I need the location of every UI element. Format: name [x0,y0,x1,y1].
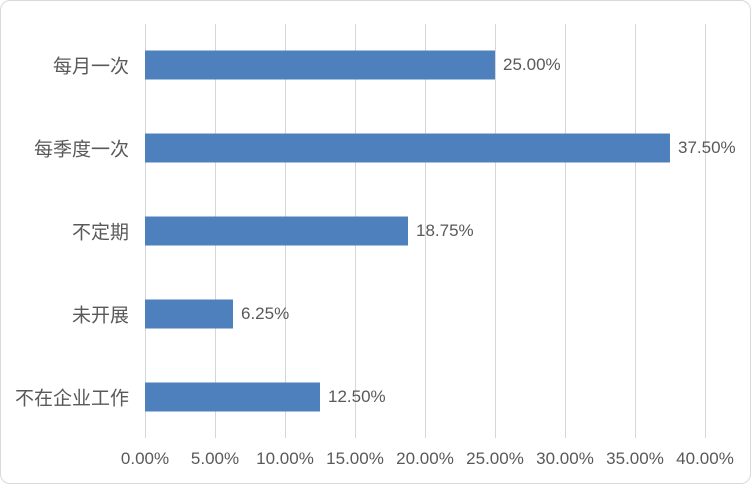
bar-row: 37.50% [145,107,736,190]
data-label: 12.50% [328,386,386,406]
data-label: 18.75% [416,220,474,240]
bar[interactable] [145,133,670,163]
bar[interactable] [145,299,233,329]
x-tick-label: 40.00% [676,449,734,468]
bar[interactable] [145,50,495,80]
x-tick-label: 15.00% [326,449,384,468]
x-tick-label: 0.00% [120,449,170,468]
x-tick-label: 10.00% [256,449,314,468]
category-label: 每月一次 [52,56,129,78]
bar[interactable] [145,216,408,246]
gridline [635,24,636,438]
category-axis: 每月一次每季度一次不定期未开展不在企业工作 [1,24,129,438]
data-label: 6.25% [241,303,290,323]
gridline [425,24,426,438]
x-axis: 0.00% 5.00% 10.00% 15.00% 20.00% 25.00% 30.00%… [1,449,750,473]
category-label: 不定期 [71,222,129,244]
category-label: 不在企业工作 [14,388,129,410]
x-tick-label: 5.00% [190,449,240,468]
category-label: 未开展 [71,305,129,327]
category-label: 每季度一次 [33,139,129,161]
bar-row: 6.25% [145,272,705,355]
bar-row: 12.50% [145,355,705,438]
x-tick-label: 35.00% [606,449,664,468]
plot-area: 25.00% 37.50% 18.75% 6.25% 12.50% [145,24,736,438]
bar-row: 18.75% [145,190,705,273]
data-label: 25.00% [503,55,561,75]
gridline [565,24,566,438]
data-label: 37.50% [678,138,736,158]
bar-row: 25.00% [145,24,705,107]
x-tick-label: 30.00% [536,449,594,468]
x-tick-label: 25.00% [466,449,524,468]
bar[interactable] [145,382,320,412]
gridline [495,24,496,438]
x-tick-label: 20.00% [396,449,454,468]
gridline [705,24,706,438]
